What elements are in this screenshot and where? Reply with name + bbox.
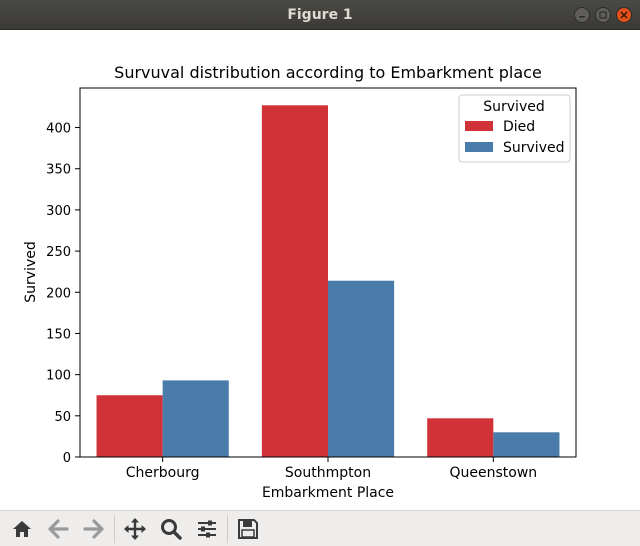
toolbar-separator: [114, 514, 115, 543]
y-tick-label: 200: [46, 286, 71, 301]
legend-swatch-died: [465, 121, 493, 131]
y-tick-label: 350: [46, 163, 71, 178]
bar-died-queenstown: [427, 418, 494, 457]
chart-title: Survuval distribution according to Embar…: [114, 63, 542, 82]
minimize-button[interactable]: [574, 7, 590, 23]
y-tick-label: 100: [46, 369, 71, 384]
bar-survived-queenstown: [493, 432, 560, 457]
window-controls: [574, 7, 632, 23]
zoom-icon: [161, 518, 182, 540]
y-tick-label: 400: [46, 122, 71, 137]
x-axis: Cherbourg Southmpton Queenstown: [126, 457, 537, 481]
save-icon: [238, 518, 258, 539]
plot-frame: [79, 87, 577, 458]
y-tick-label: 0: [63, 451, 71, 466]
legend-label-survived: Survived: [503, 140, 564, 156]
maximize-button[interactable]: [595, 7, 611, 23]
bars-group: [96, 105, 560, 457]
close-icon: [620, 11, 628, 19]
bar-died-cherbourg: [96, 395, 163, 457]
y-axis-label: Survived: [23, 241, 39, 302]
save-button[interactable]: [230, 512, 266, 546]
legend-swatch-survived: [465, 142, 493, 152]
x-tick-label: Cherbourg: [126, 465, 200, 481]
configure-icon: [198, 520, 216, 537]
legend-label-died: Died: [503, 119, 535, 135]
y-axis: 0 50 100 150 200 250 300 350 400: [46, 122, 80, 466]
bar-survived-southmpton: [328, 280, 395, 457]
home-icon: [13, 520, 31, 537]
y-tick-label: 250: [46, 245, 71, 260]
x-axis-label: Embarkment Place: [262, 485, 394, 501]
window-title: Figure 1: [287, 6, 353, 23]
x-tick-label: Southmpton: [285, 465, 371, 481]
window-titlebar: Figure 1: [0, 0, 640, 30]
minimize-icon: [579, 16, 585, 18]
legend-title: Survived: [483, 99, 544, 115]
y-tick-label: 300: [46, 204, 71, 219]
pan-icon: [124, 517, 146, 540]
toolbar-separator: [227, 514, 228, 543]
close-button[interactable]: [616, 7, 632, 23]
maximize-icon: [599, 11, 607, 19]
bar-chart: Survuval distribution according to Embar…: [23, 63, 577, 501]
back-icon: [48, 518, 69, 539]
navigation-toolbar: [0, 510, 640, 546]
x-tick-label: Queenstown: [449, 465, 537, 481]
bar-died-southmpton: [261, 105, 328, 457]
back-button[interactable]: [40, 512, 76, 546]
y-tick-label: 150: [46, 327, 71, 342]
forward-button[interactable]: [76, 512, 112, 546]
legend: Survived Died Survived: [458, 94, 571, 163]
bar-survived-cherbourg: [162, 380, 229, 457]
configure-subplots-button[interactable]: [189, 512, 225, 546]
pan-button[interactable]: [117, 512, 153, 546]
home-button[interactable]: [4, 512, 40, 546]
zoom-button[interactable]: [153, 512, 189, 546]
figure-canvas: Survuval distribution according to Embar…: [0, 30, 640, 510]
y-tick-label: 50: [54, 410, 71, 425]
forward-icon: [83, 518, 104, 539]
